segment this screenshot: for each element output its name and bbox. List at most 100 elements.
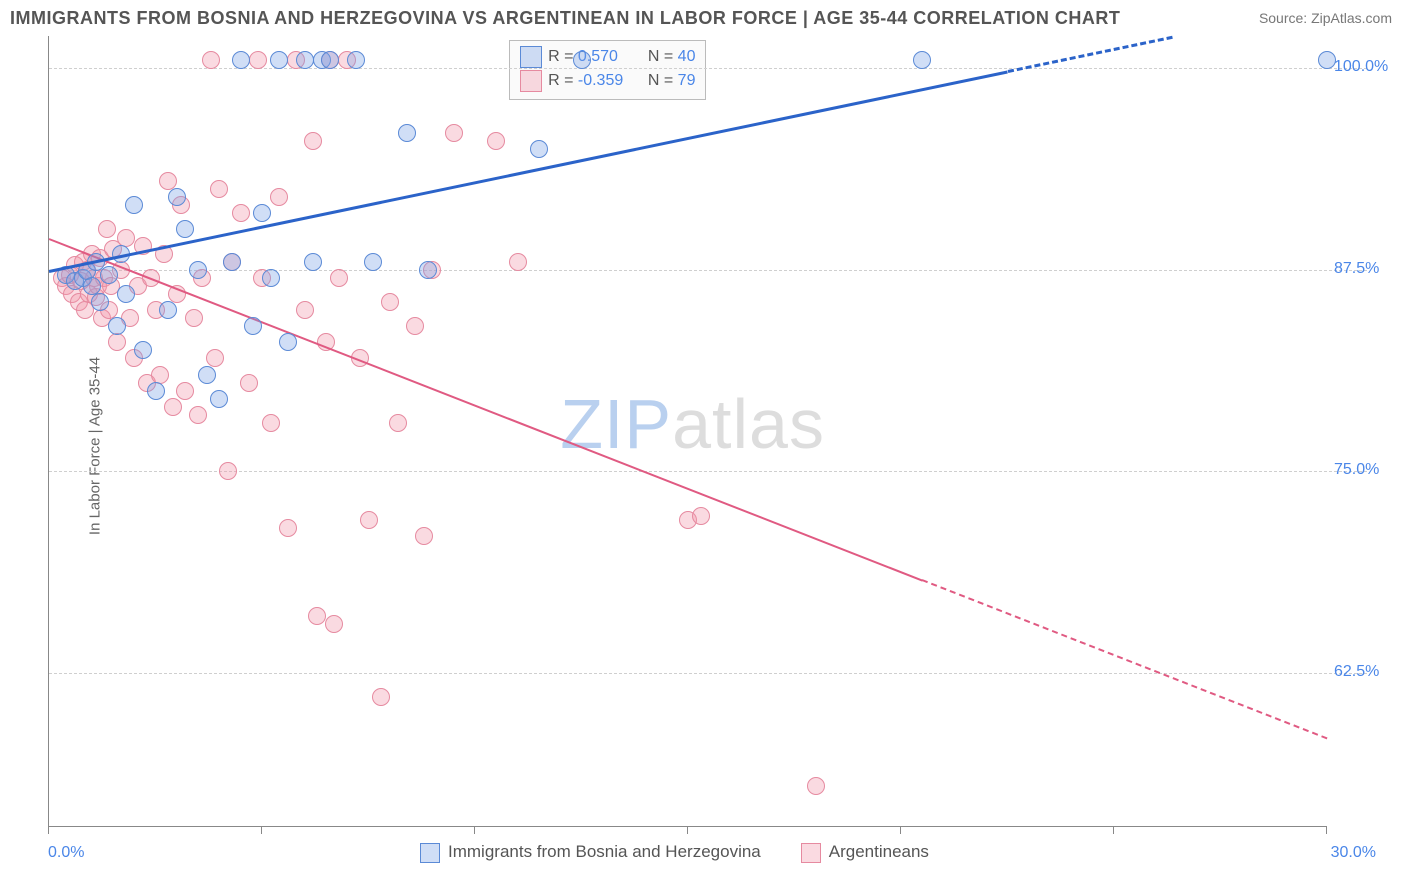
scatter-point-blue xyxy=(913,51,931,69)
scatter-point-blue xyxy=(91,293,109,311)
scatter-point-pink xyxy=(176,382,194,400)
legend-swatch-blue xyxy=(420,843,440,863)
scatter-point-pink xyxy=(304,132,322,150)
scatter-point-blue xyxy=(270,51,288,69)
scatter-point-pink xyxy=(509,253,527,271)
scatter-point-pink xyxy=(406,317,424,335)
legend-item-pink: Argentineans xyxy=(801,842,929,863)
n-value-pink: 79 xyxy=(678,69,696,93)
scatter-point-blue xyxy=(134,341,152,359)
scatter-point-pink xyxy=(206,349,224,367)
n-value-blue: 40 xyxy=(678,45,696,69)
gridline xyxy=(49,270,1367,271)
scatter-point-pink xyxy=(389,414,407,432)
r-label: R = xyxy=(548,72,578,89)
scatter-point-blue xyxy=(304,253,322,271)
scatter-point-pink xyxy=(360,511,378,529)
source-prefix: Source: xyxy=(1259,10,1311,26)
x-tick xyxy=(900,826,901,834)
scatter-point-pink xyxy=(249,51,267,69)
scatter-point-pink xyxy=(296,301,314,319)
chart-title: IMMIGRANTS FROM BOSNIA AND HERZEGOVINA V… xyxy=(10,8,1120,29)
scatter-point-blue xyxy=(117,285,135,303)
x-tick xyxy=(261,826,262,834)
scatter-point-blue xyxy=(168,188,186,206)
scatter-point-blue xyxy=(125,196,143,214)
legend-label-pink: Argentineans xyxy=(829,842,929,861)
scatter-point-pink xyxy=(240,374,258,392)
x-tick xyxy=(1113,826,1114,834)
scatter-point-blue xyxy=(262,269,280,287)
scatter-point-pink xyxy=(164,398,182,416)
trendline-blue xyxy=(49,70,1008,272)
scatter-point-blue xyxy=(244,317,262,335)
x-tick xyxy=(1326,826,1327,834)
scatter-point-blue xyxy=(100,266,118,284)
gridline xyxy=(49,68,1367,69)
x-tick-label: 0.0% xyxy=(48,844,84,862)
scatter-point-pink xyxy=(151,366,169,384)
trendline-pink-dashed xyxy=(922,579,1327,739)
chart-plot-area: ZIPatlas R = 0.570N = 40 R = -0.359N = 79 xyxy=(48,36,1327,827)
scatter-point-pink xyxy=(279,519,297,537)
legend-label-blue: Immigrants from Bosnia and Herzegovina xyxy=(448,842,761,861)
scatter-point-blue xyxy=(398,124,416,142)
scatter-point-blue xyxy=(321,51,339,69)
scatter-point-pink xyxy=(487,132,505,150)
y-tick-label: 75.0% xyxy=(1334,461,1379,479)
correlation-legend: R = 0.570N = 40 R = -0.359N = 79 xyxy=(509,40,706,100)
scatter-point-pink xyxy=(270,188,288,206)
y-tick-label: 62.5% xyxy=(1334,663,1379,681)
n-label: N = xyxy=(648,72,678,89)
y-tick-label: 100.0% xyxy=(1334,58,1388,76)
scatter-point-blue xyxy=(108,317,126,335)
scatter-point-pink xyxy=(189,406,207,424)
scatter-point-pink xyxy=(445,124,463,142)
scatter-point-pink xyxy=(262,414,280,432)
scatter-point-blue xyxy=(573,51,591,69)
scatter-point-pink xyxy=(108,333,126,351)
scatter-point-pink xyxy=(117,229,135,247)
scatter-point-blue xyxy=(364,253,382,271)
scatter-point-pink xyxy=(210,180,228,198)
scatter-point-blue xyxy=(159,301,177,319)
source-attribution: Source: ZipAtlas.com xyxy=(1259,10,1392,26)
scatter-point-pink xyxy=(692,507,710,525)
scatter-point-blue xyxy=(210,390,228,408)
series-legend: Immigrants from Bosnia and Herzegovina Ar… xyxy=(420,842,969,863)
legend-swatch-pink xyxy=(801,843,821,863)
scatter-point-pink xyxy=(98,220,116,238)
scatter-point-blue xyxy=(198,366,216,384)
x-tick xyxy=(48,826,49,834)
gridline xyxy=(49,673,1367,674)
scatter-point-blue xyxy=(176,220,194,238)
watermark: ZIPatlas xyxy=(560,384,825,464)
scatter-point-blue xyxy=(296,51,314,69)
scatter-point-blue xyxy=(279,333,297,351)
scatter-point-pink xyxy=(381,293,399,311)
scatter-point-pink xyxy=(807,777,825,795)
scatter-point-pink xyxy=(308,607,326,625)
legend-item-blue: Immigrants from Bosnia and Herzegovina xyxy=(420,842,761,863)
watermark-zip: ZIP xyxy=(560,385,672,463)
scatter-point-blue xyxy=(232,51,250,69)
scatter-point-pink xyxy=(232,204,250,222)
scatter-point-blue xyxy=(147,382,165,400)
x-tick xyxy=(687,826,688,834)
r-value-pink: -0.359 xyxy=(578,69,648,93)
source-link[interactable]: ZipAtlas.com xyxy=(1311,10,1392,26)
scatter-point-blue xyxy=(253,204,271,222)
scatter-point-blue xyxy=(530,140,548,158)
x-tick-label: 30.0% xyxy=(1331,844,1376,862)
scatter-point-pink xyxy=(372,688,390,706)
scatter-point-pink xyxy=(330,269,348,287)
legend-row-blue: R = 0.570N = 40 xyxy=(520,45,695,69)
scatter-point-pink xyxy=(325,615,343,633)
scatter-point-blue xyxy=(347,51,365,69)
n-label: N = xyxy=(648,48,678,65)
scatter-point-blue xyxy=(419,261,437,279)
legend-swatch-blue xyxy=(520,46,542,68)
scatter-point-pink xyxy=(415,527,433,545)
scatter-point-pink xyxy=(185,309,203,327)
scatter-point-blue xyxy=(223,253,241,271)
